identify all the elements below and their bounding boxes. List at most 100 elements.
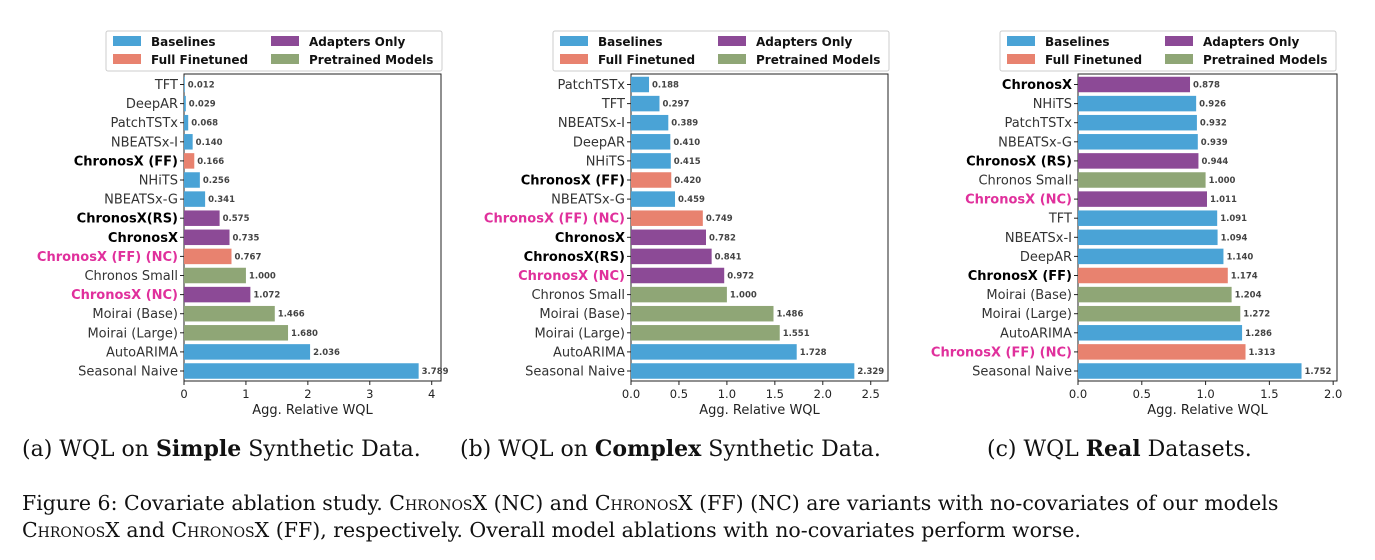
bar-moirai-base [631, 305, 774, 322]
y-tick-label-nbeatsx-i: NBEATSx-I [558, 116, 625, 131]
value-label-chronosx-nc: 1.072 [253, 291, 280, 301]
y-tick-label-chronosx-ff: ChronosX (FF) [521, 174, 625, 189]
figure-caption-text-3: (FF) (NC) are variants with no-covariate… [692, 491, 1279, 515]
bar-moirai-base [1078, 286, 1232, 303]
legend-swatch-pretrained-models [271, 54, 299, 64]
value-label-chronosx-nc: 1.011 [1210, 195, 1237, 205]
bar-moirai-base [184, 305, 275, 322]
subcaption-c: (c) WQL Real Datasets. [987, 436, 1252, 462]
legend-label-full-finetuned: Full Finetuned [598, 53, 695, 67]
y-tick-label-patchtstx: PatchTSTx [557, 78, 625, 93]
value-label-chronosx-ff: 0.420 [674, 176, 701, 186]
value-label-chronosx-rs: 0.841 [715, 252, 742, 262]
value-label-nhits: 0.926 [1199, 100, 1226, 110]
bar-chronosx [1078, 76, 1191, 93]
y-tick-label-moirai-large: Moirai (Large) [534, 326, 625, 341]
bar-chronosx [184, 229, 230, 246]
value-label-tft: 0.012 [188, 81, 215, 91]
y-tick-label-nbeatsx-g: NBEATSx-G [998, 135, 1072, 150]
value-label-chronosx-ff-nc: 0.749 [706, 214, 733, 224]
value-label-deepar: 0.029 [189, 100, 216, 110]
x-tick-label: 1.5 [1260, 387, 1278, 401]
subcaption-b-prefix: (b) WQL on [460, 437, 595, 462]
y-tick-label-chronos-small: Chronos Small [84, 269, 178, 284]
y-tick-label-seasonal-naive: Seasonal Naive [972, 365, 1072, 380]
y-tick-label-chronosx-nc: ChronosX (NC) [71, 288, 178, 303]
y-tick-label-moirai-base: Moirai (Base) [986, 288, 1072, 303]
y-tick-label-chronosx-rs: ChronosX (RS) [966, 154, 1072, 169]
bar-tft [184, 76, 185, 93]
value-label-autoarima: 1.286 [1245, 329, 1272, 339]
y-tick-label-chronosx-nc: ChronosX (NC) [965, 193, 1072, 208]
y-tick-label-patchtstx: PatchTSTx [1004, 116, 1072, 131]
legend-box [105, 30, 443, 72]
bar-chronosx-ff [631, 172, 672, 188]
legend-box [999, 30, 1337, 72]
value-label-nbeatsx-g: 0.939 [1201, 138, 1228, 148]
legend-label-pretrained-models: Pretrained Models [309, 53, 433, 67]
bar-chronosx-rs [1078, 153, 1199, 169]
bar-chronosx-ff-nc [184, 248, 232, 265]
value-label-seasonal-naive: 2.329 [857, 367, 884, 377]
value-label-autoarima: 1.728 [800, 348, 827, 358]
legend-swatch-full-finetuned [560, 54, 588, 64]
value-label-chronosx-rs: 0.944 [1201, 157, 1228, 167]
value-label-seasonal-naive: 3.789 [422, 367, 449, 377]
value-label-seasonal-naive: 1.752 [1305, 367, 1332, 377]
y-tick-label-autoarima: AutoARIMA [106, 345, 178, 360]
value-label-nbeatsx-g: 0.341 [208, 195, 235, 205]
value-label-nbeatsx-i: 1.094 [1221, 233, 1248, 243]
x-tick-label: 2.0 [1324, 387, 1342, 401]
x-tick-label: 2.5 [862, 387, 880, 401]
y-tick-label-chronosx-ff: ChronosX (FF) [74, 154, 178, 169]
value-label-deepar: 1.140 [1226, 252, 1253, 262]
value-label-chronosx-ff-nc: 1.313 [1249, 348, 1276, 358]
y-tick-label-moirai-large: Moirai (Large) [87, 326, 178, 341]
x-axis-label: Agg. Relative WQL [1147, 403, 1268, 418]
x-tick-label: 2 [304, 387, 311, 401]
value-label-patchtstx: 0.068 [191, 119, 218, 129]
legend-swatch-full-finetuned [113, 54, 141, 64]
plot-frame [1077, 73, 1338, 382]
bar-nhits [1078, 95, 1197, 112]
legend-box [552, 30, 890, 72]
bar-patchtstx [1078, 114, 1197, 131]
subcaption-a-bold: Simple [155, 436, 242, 462]
legend-swatch-adapters-only [1165, 36, 1193, 46]
y-tick-label-seasonal-naive: Seasonal Naive [78, 365, 178, 380]
x-tick-label: 1 [242, 387, 249, 401]
bar-nbeatsx-g [184, 191, 206, 207]
value-label-nbeatsx-g: 0.459 [678, 195, 705, 205]
bar-chronosx-rs [184, 210, 220, 226]
bar-nhits [631, 153, 671, 169]
value-label-patchtstx: 0.932 [1200, 119, 1227, 129]
legend-label-pretrained-models: Pretrained Models [756, 53, 880, 67]
x-axis-label: Agg. Relative WQL [252, 403, 373, 418]
legend-swatch-baselines [560, 36, 588, 46]
y-tick-label-chronosx-ff-nc: ChronosX (FF) (NC) [484, 212, 625, 227]
value-label-tft: 1.091 [1220, 214, 1247, 224]
x-axis-label: Agg. Relative WQL [699, 403, 820, 418]
bar-chronosx-nc [631, 267, 725, 284]
value-label-chronos-small: 1.000 [730, 291, 757, 301]
value-label-tft: 0.297 [662, 100, 689, 110]
value-label-chronosx-ff-nc: 0.767 [234, 252, 261, 262]
bar-deepar [1078, 248, 1224, 265]
value-label-moirai-base: 1.204 [1235, 291, 1262, 301]
y-tick-label-chronosx: ChronosX [1002, 78, 1072, 93]
value-label-chronosx-rs: 0.575 [223, 214, 250, 224]
figure-caption-model-2: ChronosX [594, 491, 693, 515]
y-tick-label-deepar: DeepAR [126, 97, 178, 112]
bar-chronosx [631, 229, 706, 246]
subcaption-c-suffix: Datasets. [1140, 437, 1252, 462]
chart-panel-real-datasets: Baselines Full Finetuned Adapters Only Pret… [931, 30, 1342, 418]
bar-autoarima [631, 344, 797, 360]
subcaption-a-prefix: (a) WQL on [22, 437, 156, 462]
value-label-moirai-large: 1.272 [1243, 310, 1270, 320]
value-label-chronosx: 0.878 [1193, 81, 1220, 91]
bar-patchtstx [184, 114, 189, 131]
legend-swatch-pretrained-models [718, 54, 746, 64]
value-label-nbeatsx-i: 0.140 [196, 138, 223, 148]
x-tick-label: 1.5 [766, 387, 784, 401]
